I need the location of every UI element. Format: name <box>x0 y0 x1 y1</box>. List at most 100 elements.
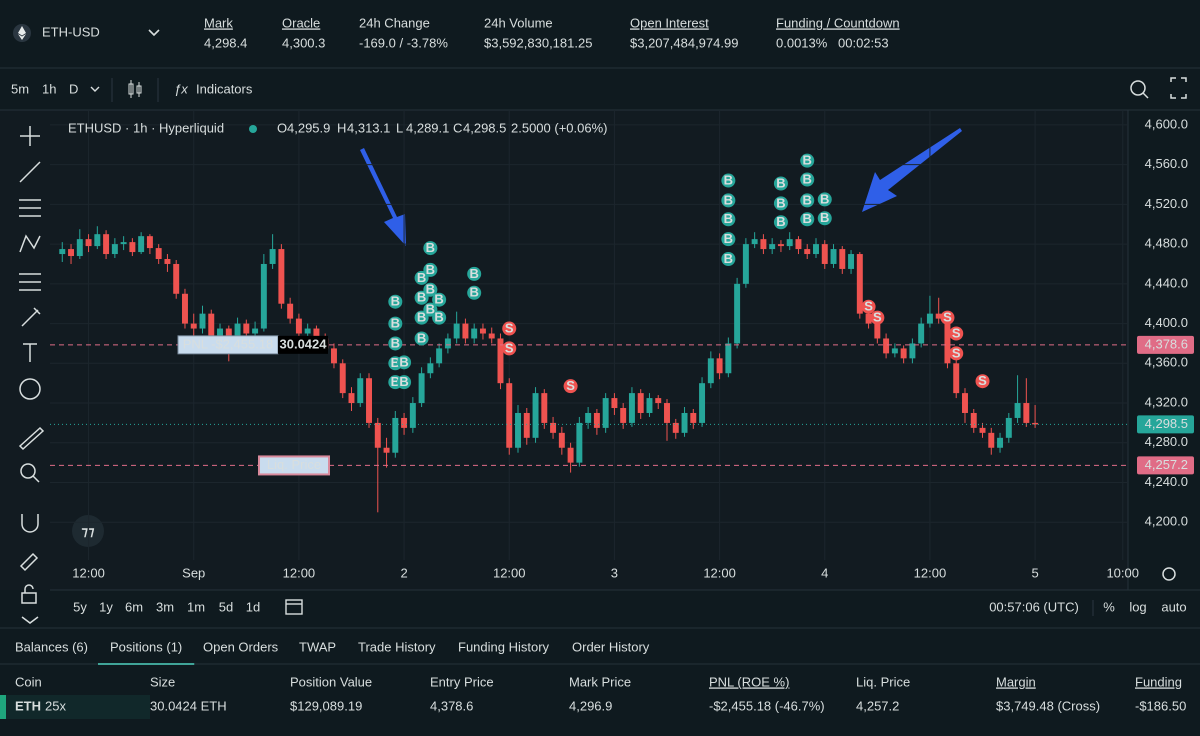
indicators-button[interactable]: Indicators <box>196 81 253 96</box>
trade-marker-label: B <box>426 240 435 255</box>
price-tag <box>1137 335 1194 354</box>
candle-body <box>725 343 732 374</box>
tab[interactable]: Trade History <box>358 639 436 654</box>
pnl-tag: PNL -$2,455.18 <box>183 336 274 351</box>
stat-value: 4,298.4 <box>204 35 247 50</box>
trade-marker-label: B <box>803 211 812 226</box>
column-header: Coin <box>15 674 42 689</box>
trade-marker <box>949 346 964 361</box>
range-button[interactable]: 1m <box>187 599 205 614</box>
candle-body <box>409 403 416 428</box>
candle-body <box>909 343 916 359</box>
settings-icon[interactable] <box>1162 567 1176 581</box>
trade-marker <box>467 266 482 281</box>
scale-option[interactable]: auto <box>1161 599 1186 614</box>
candle-body <box>742 244 749 284</box>
stat-value: $3,592,830,181.25 <box>484 35 592 50</box>
tab[interactable]: Order History <box>572 639 650 654</box>
column-header: Size <box>150 674 175 689</box>
trade-marker <box>432 310 447 325</box>
candle-body <box>366 378 372 423</box>
candle-body <box>497 338 504 384</box>
pnl-size-bg <box>278 335 328 354</box>
calendar-icon[interactable] <box>285 599 303 615</box>
trade-marker-label: S <box>952 345 961 360</box>
top-right-icons[interactable] <box>1130 77 1187 99</box>
trade-marker <box>423 282 438 297</box>
candle-body <box>199 313 206 329</box>
candle-body <box>751 239 758 245</box>
candle-type-button[interactable] <box>128 80 142 98</box>
scale-option[interactable]: % <box>1103 599 1115 614</box>
trade-marker-label: S <box>505 320 514 335</box>
candle-body <box>173 263 180 294</box>
range-button[interactable]: 5d <box>219 599 233 614</box>
candle-body <box>874 323 881 339</box>
trade-marker-label: B <box>417 290 426 305</box>
x-tick-label: 12:00 <box>703 565 736 580</box>
candle-body <box>479 328 486 334</box>
trade-marker <box>467 285 482 300</box>
candle-body <box>760 239 767 250</box>
candle-body <box>830 249 837 264</box>
symbol[interactable]: ETH-USD <box>42 24 100 39</box>
candle-body <box>777 244 784 247</box>
candle-body <box>418 373 425 404</box>
annotation-arrow <box>862 128 962 212</box>
range-button[interactable]: 3m <box>156 599 174 614</box>
trade-marker <box>414 331 429 346</box>
range-button[interactable]: 5y <box>73 599 87 614</box>
stat-label: Open Interest <box>630 15 709 30</box>
drawing-tools[interactable] <box>18 126 45 624</box>
tab[interactable]: TWAP <box>299 639 336 654</box>
trade-marker <box>721 232 736 247</box>
candle-body <box>488 333 495 339</box>
price-tag <box>1137 415 1194 434</box>
y-tick-label: 4,240.0 <box>1145 474 1188 489</box>
candle-body <box>462 323 469 339</box>
candle-body <box>471 328 478 339</box>
candle-body <box>585 412 592 423</box>
candle-body <box>628 393 635 423</box>
tab[interactable]: Positions (1) <box>110 639 182 654</box>
trade-marker-label: B <box>391 316 400 331</box>
candle-body <box>164 259 171 264</box>
stat-value: 0.0013% <box>776 35 828 50</box>
interval[interactable]: 1h <box>42 81 56 96</box>
x-tick-label: 12:00 <box>914 565 947 580</box>
candle-body <box>997 437 1004 448</box>
trade-marker-label: B <box>426 282 435 297</box>
trade-marker-label: B <box>776 214 785 229</box>
interval-dropdown[interactable] <box>90 86 100 92</box>
candle-body <box>821 244 828 264</box>
interval[interactable]: 5m <box>11 81 29 96</box>
candle-body <box>795 239 802 250</box>
candle-body <box>383 447 390 453</box>
candle-body <box>918 323 925 344</box>
range-button[interactable]: 6m <box>125 599 143 614</box>
chart-title: ETHUSD · 1h · Hyperliquid <box>68 120 224 135</box>
trade-marker <box>800 153 815 168</box>
column-header: Margin <box>996 674 1036 689</box>
tab[interactable]: Balances (6) <box>15 639 88 654</box>
range-button[interactable]: 1d <box>246 599 260 614</box>
trade-marker-label: B <box>820 191 829 206</box>
range-button[interactable]: 1y <box>99 599 113 614</box>
trade-marker-label: S <box>864 299 873 314</box>
candle-body <box>506 383 513 448</box>
trade-marker-label: S <box>978 373 987 388</box>
candle-body <box>944 318 951 364</box>
candle-body <box>672 422 679 433</box>
candle-body <box>427 363 434 374</box>
tab[interactable]: Open Orders <box>203 639 279 654</box>
price-tag-label: 4,298.5 <box>1145 416 1188 431</box>
stat-label: 24h Change <box>359 15 430 30</box>
column-header: Liq. Price <box>856 674 910 689</box>
candle-body <box>523 412 530 438</box>
scale-option[interactable]: log <box>1129 599 1146 614</box>
trade-marker-label: B <box>417 270 426 285</box>
stat-value: $3,207,484,974.99 <box>630 35 738 50</box>
tab[interactable]: Funding History <box>458 639 550 654</box>
interval[interactable]: D <box>69 81 78 96</box>
symbol-dropdown[interactable] <box>148 29 160 37</box>
